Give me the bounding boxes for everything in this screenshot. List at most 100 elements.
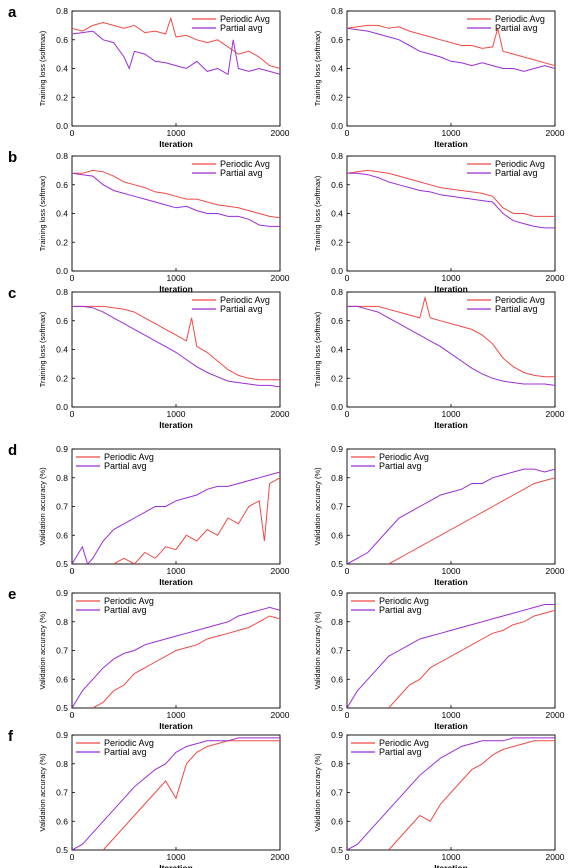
y-tick-label: 0.0 [331, 266, 343, 276]
series-line-partial [72, 471, 280, 564]
panel-label: c [8, 285, 16, 302]
y-tick-label: 0.8 [331, 617, 343, 627]
x-tick-label: 0 [345, 273, 350, 283]
y-tick-label: 0.8 [56, 6, 68, 16]
legend-label: Partial avg [220, 304, 263, 314]
legend-label: Partial avg [104, 461, 147, 471]
y-axis-label: Validation accuracy (%) [38, 611, 47, 690]
series-line-periodic [72, 169, 280, 219]
legend-label: Partial avg [220, 168, 263, 178]
y-axis-label: Training loss (softmax) [313, 30, 322, 106]
y-tick-label: 0.5 [56, 703, 68, 713]
x-axis-label: Iteration [159, 420, 193, 430]
y-tick-label: 0.6 [56, 674, 68, 684]
panel-label: d [8, 442, 17, 459]
x-tick-label: 1000 [167, 852, 186, 862]
x-tick-label: 0 [70, 273, 75, 283]
series-line-periodic [102, 740, 280, 850]
y-tick-label: 0.8 [56, 759, 68, 769]
legend-label: Periodic Avg [220, 159, 270, 169]
x-tick-label: 0 [345, 852, 350, 862]
y-tick-label: 0.5 [331, 703, 343, 713]
legend-label: Partial avg [379, 747, 422, 757]
y-tick-label: 0.6 [56, 816, 68, 826]
y-tick-label: 0.6 [331, 674, 343, 684]
y-tick-label: 0.0 [331, 121, 343, 131]
legend-label: Periodic Avg [379, 596, 429, 606]
y-tick-label: 0.8 [56, 151, 68, 161]
y-tick-label: 0.7 [56, 788, 68, 798]
y-tick-label: 0.6 [331, 316, 343, 326]
y-tick-label: 0.7 [56, 646, 68, 656]
y-tick-label: 0.6 [56, 180, 68, 190]
y-tick-label: 0.4 [56, 64, 68, 74]
x-tick-label: 1000 [167, 409, 186, 419]
y-tick-label: 0.5 [56, 559, 68, 569]
series-line-partial [72, 737, 280, 850]
legend-label: Periodic Avg [220, 295, 270, 305]
x-tick-label: 0 [70, 409, 75, 419]
y-tick-label: 0.2 [331, 92, 343, 102]
x-tick-label: 1000 [442, 710, 461, 720]
x-tick-label: 0 [345, 566, 350, 576]
y-tick-label: 0.2 [56, 237, 68, 247]
y-tick-label: 0.5 [331, 559, 343, 569]
x-axis-label: Iteration [159, 863, 193, 868]
legend-label: Partial avg [379, 461, 422, 471]
legend-label: Periodic Avg [104, 738, 154, 748]
series-line-periodic [347, 24, 555, 67]
x-tick-label: 1000 [167, 273, 186, 283]
panel-label: b [8, 149, 17, 166]
legend-label: Partial avg [220, 23, 263, 33]
legend-label: Periodic Avg [379, 738, 429, 748]
y-tick-label: 0.8 [56, 287, 68, 297]
series-line-partial [72, 305, 280, 388]
y-tick-label: 0.2 [331, 237, 343, 247]
x-tick-label: 2000 [546, 273, 565, 283]
x-tick-label: 1000 [442, 566, 461, 576]
x-tick-label: 2000 [271, 273, 290, 283]
series-line-partial [72, 606, 280, 708]
y-tick-label: 0.8 [331, 287, 343, 297]
x-tick-label: 1000 [167, 566, 186, 576]
series-line-periodic [113, 477, 280, 564]
legend-label: Partial avg [495, 304, 538, 314]
y-axis-label: Training loss (softmax) [38, 311, 47, 387]
y-tick-label: 0.7 [331, 788, 343, 798]
y-tick-label: 0.6 [56, 530, 68, 540]
x-axis-label: Iteration [159, 721, 193, 731]
y-axis-label: Validation accuracy (%) [38, 467, 47, 546]
y-tick-label: 0.7 [331, 502, 343, 512]
x-tick-label: 1000 [442, 128, 461, 138]
y-tick-label: 0.6 [56, 316, 68, 326]
series-line-partial [72, 172, 280, 227]
x-tick-label: 0 [345, 128, 350, 138]
x-tick-label: 0 [345, 409, 350, 419]
series-line-partial [347, 468, 555, 564]
y-tick-label: 0.0 [56, 121, 68, 131]
y-tick-label: 0.7 [331, 646, 343, 656]
series-line-partial [347, 27, 555, 72]
y-tick-label: 0.7 [56, 502, 68, 512]
x-axis-label: Iteration [159, 577, 193, 587]
x-tick-label: 0 [70, 710, 75, 720]
x-tick-label: 1000 [167, 710, 186, 720]
x-axis-label: Iteration [159, 284, 193, 294]
series-line-periodic [388, 609, 555, 708]
series-line-partial [347, 305, 555, 386]
legend-label: Periodic Avg [379, 452, 429, 462]
y-tick-label: 0.6 [56, 35, 68, 45]
x-axis-label: Iteration [434, 284, 468, 294]
y-axis-label: Validation accuracy (%) [38, 753, 47, 832]
y-tick-label: 0.6 [331, 35, 343, 45]
y-tick-label: 0.2 [56, 373, 68, 383]
x-tick-label: 1000 [442, 273, 461, 283]
legend-label: Periodic Avg [495, 14, 545, 24]
y-axis-label: Validation accuracy (%) [313, 611, 322, 690]
y-tick-label: 0.9 [56, 444, 68, 454]
y-tick-label: 0.5 [331, 845, 343, 855]
y-tick-label: 0.9 [331, 730, 343, 740]
y-tick-label: 0.9 [331, 588, 343, 598]
legend-label: Periodic Avg [104, 452, 154, 462]
